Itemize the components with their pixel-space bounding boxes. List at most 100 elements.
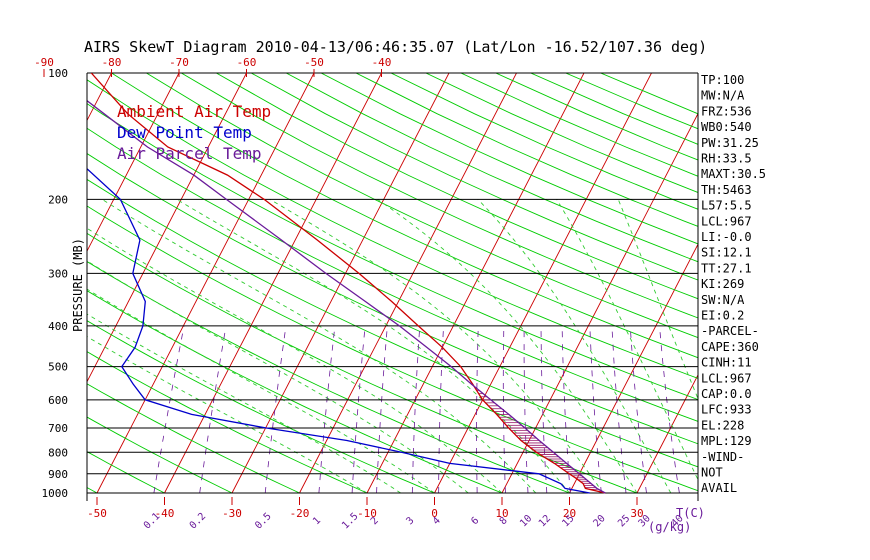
index-entry: RH:33.5 xyxy=(701,152,752,166)
dry-adiabat-line xyxy=(87,320,435,494)
bottom-tick-label: 0 xyxy=(431,507,438,520)
dry-adiabat-line xyxy=(250,73,698,281)
dry-adiabat-line xyxy=(111,73,698,359)
top-tick-label: -80 xyxy=(102,56,122,69)
isotherm-line xyxy=(0,73,44,493)
legend-entry: Air Parcel Temp xyxy=(117,144,262,163)
pressure-tick-label: 300 xyxy=(48,267,68,280)
index-entry: LCL:967 xyxy=(701,371,752,385)
isotherm-line xyxy=(772,73,870,493)
mixing-ratio-label: 6 xyxy=(469,515,481,527)
pressure-tick-label: 400 xyxy=(48,320,68,333)
moist-adiabat-line xyxy=(101,199,537,494)
pressure-tick-label: 600 xyxy=(48,394,68,407)
dry-adiabat-line xyxy=(87,416,233,494)
pressure-tick-label: 500 xyxy=(48,361,68,374)
dry-adiabat-line xyxy=(146,73,698,339)
isotherm-line xyxy=(96,73,315,494)
bottom-tick-label: -30 xyxy=(222,507,242,520)
bottom-axis-ticks: -50 -40 -30 -20 -10 0 10 20 30 xyxy=(87,497,644,520)
dry-adiabat-line xyxy=(87,178,698,468)
dry-adiabat-line xyxy=(87,451,165,494)
dry-adiabat-line xyxy=(181,73,698,319)
mixing-ratio-line xyxy=(199,325,227,494)
x-axis-label: T(C) xyxy=(676,506,705,520)
isotherm-line xyxy=(87,73,247,383)
top-tick-label: -90 xyxy=(34,56,54,69)
index-entry: TH:5463 xyxy=(701,183,752,197)
mixing-ratio-label: 4 xyxy=(431,515,443,527)
index-entry: WB0:540 xyxy=(701,120,752,134)
isotherm-line xyxy=(366,73,585,494)
moist-adiabat-line xyxy=(87,260,469,494)
top-tick-label: -70 xyxy=(169,56,189,69)
top-axis-ticks: -120-110-100-90-80-70-60-50-40 xyxy=(34,56,392,77)
moist-adiabat-line xyxy=(176,199,570,494)
mixing-ratio-label: 0.2 xyxy=(188,511,209,532)
index-entry: NOT xyxy=(701,466,723,480)
mixing-ratio-line xyxy=(411,325,421,494)
isotherm-line xyxy=(299,73,517,494)
mixing-ratio-label: 0.5 xyxy=(253,511,274,532)
index-entry: -WIND- xyxy=(701,450,744,464)
index-entry: CAP:0.0 xyxy=(701,387,752,401)
isotherm-line xyxy=(501,112,698,494)
bottom-tick-label: -10 xyxy=(357,507,377,520)
pressure-tick-label: 700 xyxy=(48,422,68,435)
isotherm-line xyxy=(636,373,698,494)
index-entry: TP:100 xyxy=(701,73,744,87)
legend-entry: Dew Point Temp xyxy=(117,123,252,142)
isobar-lines xyxy=(87,72,698,494)
bottom-tick-label: 10 xyxy=(495,507,508,520)
index-entry: MPL:129 xyxy=(701,434,752,448)
bottom-tick-label: -40 xyxy=(155,507,175,520)
dry-adiabat-line xyxy=(87,127,698,422)
index-entry: LCL:967 xyxy=(701,214,752,228)
index-entry: KI:269 xyxy=(701,277,744,291)
mixing-ratio-line xyxy=(589,325,602,494)
mixing-ratio-label: 2 xyxy=(369,515,381,527)
mixing-ratio-label: 10 xyxy=(518,513,534,529)
bottom-tick-label: -50 xyxy=(87,507,107,520)
profile-series-line xyxy=(87,99,606,494)
index-entry: EL:228 xyxy=(701,418,744,432)
index-entry: PW:31.25 xyxy=(701,136,759,150)
dry-adiabat-line xyxy=(87,351,368,494)
index-entry: -PARCEL- xyxy=(701,324,759,338)
index-entry: SW:N/A xyxy=(701,293,745,307)
mixing-ratio-lines xyxy=(153,325,680,494)
dry-adiabat-line xyxy=(87,261,570,494)
dry-adiabat-line xyxy=(0,73,30,493)
profile-series-line xyxy=(87,167,590,494)
isotherm-line xyxy=(434,73,652,494)
pressure-tick-label: 200 xyxy=(48,193,68,206)
index-entry: TT:27.1 xyxy=(701,261,752,275)
pressure-axis-ticks: 100 200 300 400 500 600 700 800 900 1000 xyxy=(42,67,69,500)
mixing-ratio-line xyxy=(153,325,185,494)
bottom-tick-label: 20 xyxy=(563,507,576,520)
moist-adiabat-line xyxy=(617,199,698,400)
mixing-ratio-line xyxy=(611,325,627,494)
mixing-ratio-line xyxy=(659,325,680,494)
isotherm-line xyxy=(840,73,870,493)
legend: Ambient Air Temp Dew Point Temp Air Parcel… xyxy=(117,102,271,163)
dry-adiabat-line xyxy=(355,73,698,227)
pressure-tick-label: 1000 xyxy=(42,487,69,500)
mixing-ratio-label: 20 xyxy=(591,513,607,529)
y-axis-label: PRESSURE (MB) xyxy=(71,238,85,332)
dry-adiabat-line xyxy=(87,153,698,445)
isotherm-line xyxy=(569,243,698,494)
chart-title: AIRS SkewT Diagram 2010-04-13/06:46:35.0… xyxy=(84,38,707,56)
cape-hatching xyxy=(474,386,599,490)
dry-adiabat-line xyxy=(216,73,698,300)
mixing-ratio-label: 1 xyxy=(311,515,323,527)
dry-adiabat-line xyxy=(87,103,698,401)
index-entry: MW:N/A xyxy=(701,89,745,103)
dry-adiabat-line xyxy=(87,232,638,494)
pressure-tick-label: 800 xyxy=(48,446,68,459)
top-tick-label: -60 xyxy=(237,56,257,69)
index-entry: EI:0.2 xyxy=(701,309,744,323)
mixing-ratio-line xyxy=(376,325,388,494)
mixing-ratio-line xyxy=(523,325,529,494)
top-tick-label: -40 xyxy=(372,56,392,69)
